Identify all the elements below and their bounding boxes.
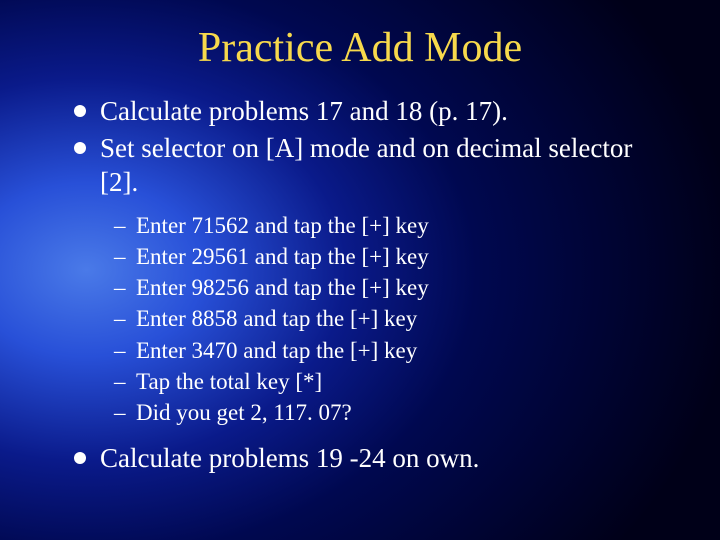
- sub-bullet-text: Enter 29561 and tap the [+] key: [136, 244, 429, 269]
- sub-bullet-text: Did you get 2, 117. 07?: [136, 400, 352, 425]
- list-item: Calculate problems 17 and 18 (p. 17).: [74, 94, 670, 129]
- bullet-text: Set selector on [A] mode and on decimal …: [100, 133, 632, 198]
- sub-bullet-text: Enter 8858 and tap the [+] key: [136, 306, 417, 331]
- sub-bullet-list: – Enter 71562 and tap the [+] key – Ente…: [114, 210, 670, 429]
- list-item: – Enter 98256 and tap the [+] key: [114, 272, 670, 303]
- list-item: – Enter 8858 and tap the [+] key: [114, 303, 670, 334]
- bullet-text: Calculate problems 19 -24 on own.: [100, 443, 479, 473]
- sub-bullet-text: Enter 98256 and tap the [+] key: [136, 275, 429, 300]
- list-item: – Enter 29561 and tap the [+] key: [114, 241, 670, 272]
- dash-bullet-icon: –: [114, 272, 126, 303]
- slide: Practice Add Mode Calculate problems 17 …: [0, 0, 720, 501]
- sub-bullet-text: Enter 71562 and tap the [+] key: [136, 213, 429, 238]
- bullet-text: Calculate problems 17 and 18 (p. 17).: [100, 96, 508, 126]
- page-title: Practice Add Mode: [50, 24, 670, 72]
- dash-bullet-icon: –: [114, 335, 126, 366]
- main-bullet-list: Calculate problems 17 and 18 (p. 17). Se…: [74, 94, 670, 475]
- list-item: Calculate problems 19 -24 on own.: [74, 441, 670, 476]
- dash-bullet-icon: –: [114, 303, 126, 334]
- list-item: – Enter 3470 and tap the [+] key: [114, 335, 670, 366]
- dash-bullet-icon: –: [114, 397, 126, 428]
- list-item: – Did you get 2, 117. 07?: [114, 397, 670, 428]
- circle-bullet-icon: [74, 142, 86, 154]
- list-item: Set selector on [A] mode and on decimal …: [74, 131, 670, 429]
- circle-bullet-icon: [74, 105, 86, 117]
- list-item: – Enter 71562 and tap the [+] key: [114, 210, 670, 241]
- dash-bullet-icon: –: [114, 241, 126, 272]
- dash-bullet-icon: –: [114, 366, 126, 397]
- sub-bullet-text: Enter 3470 and tap the [+] key: [136, 338, 417, 363]
- list-item: – Tap the total key [*]: [114, 366, 670, 397]
- circle-bullet-icon: [74, 452, 86, 464]
- sub-bullet-text: Tap the total key [*]: [136, 369, 322, 394]
- dash-bullet-icon: –: [114, 210, 126, 241]
